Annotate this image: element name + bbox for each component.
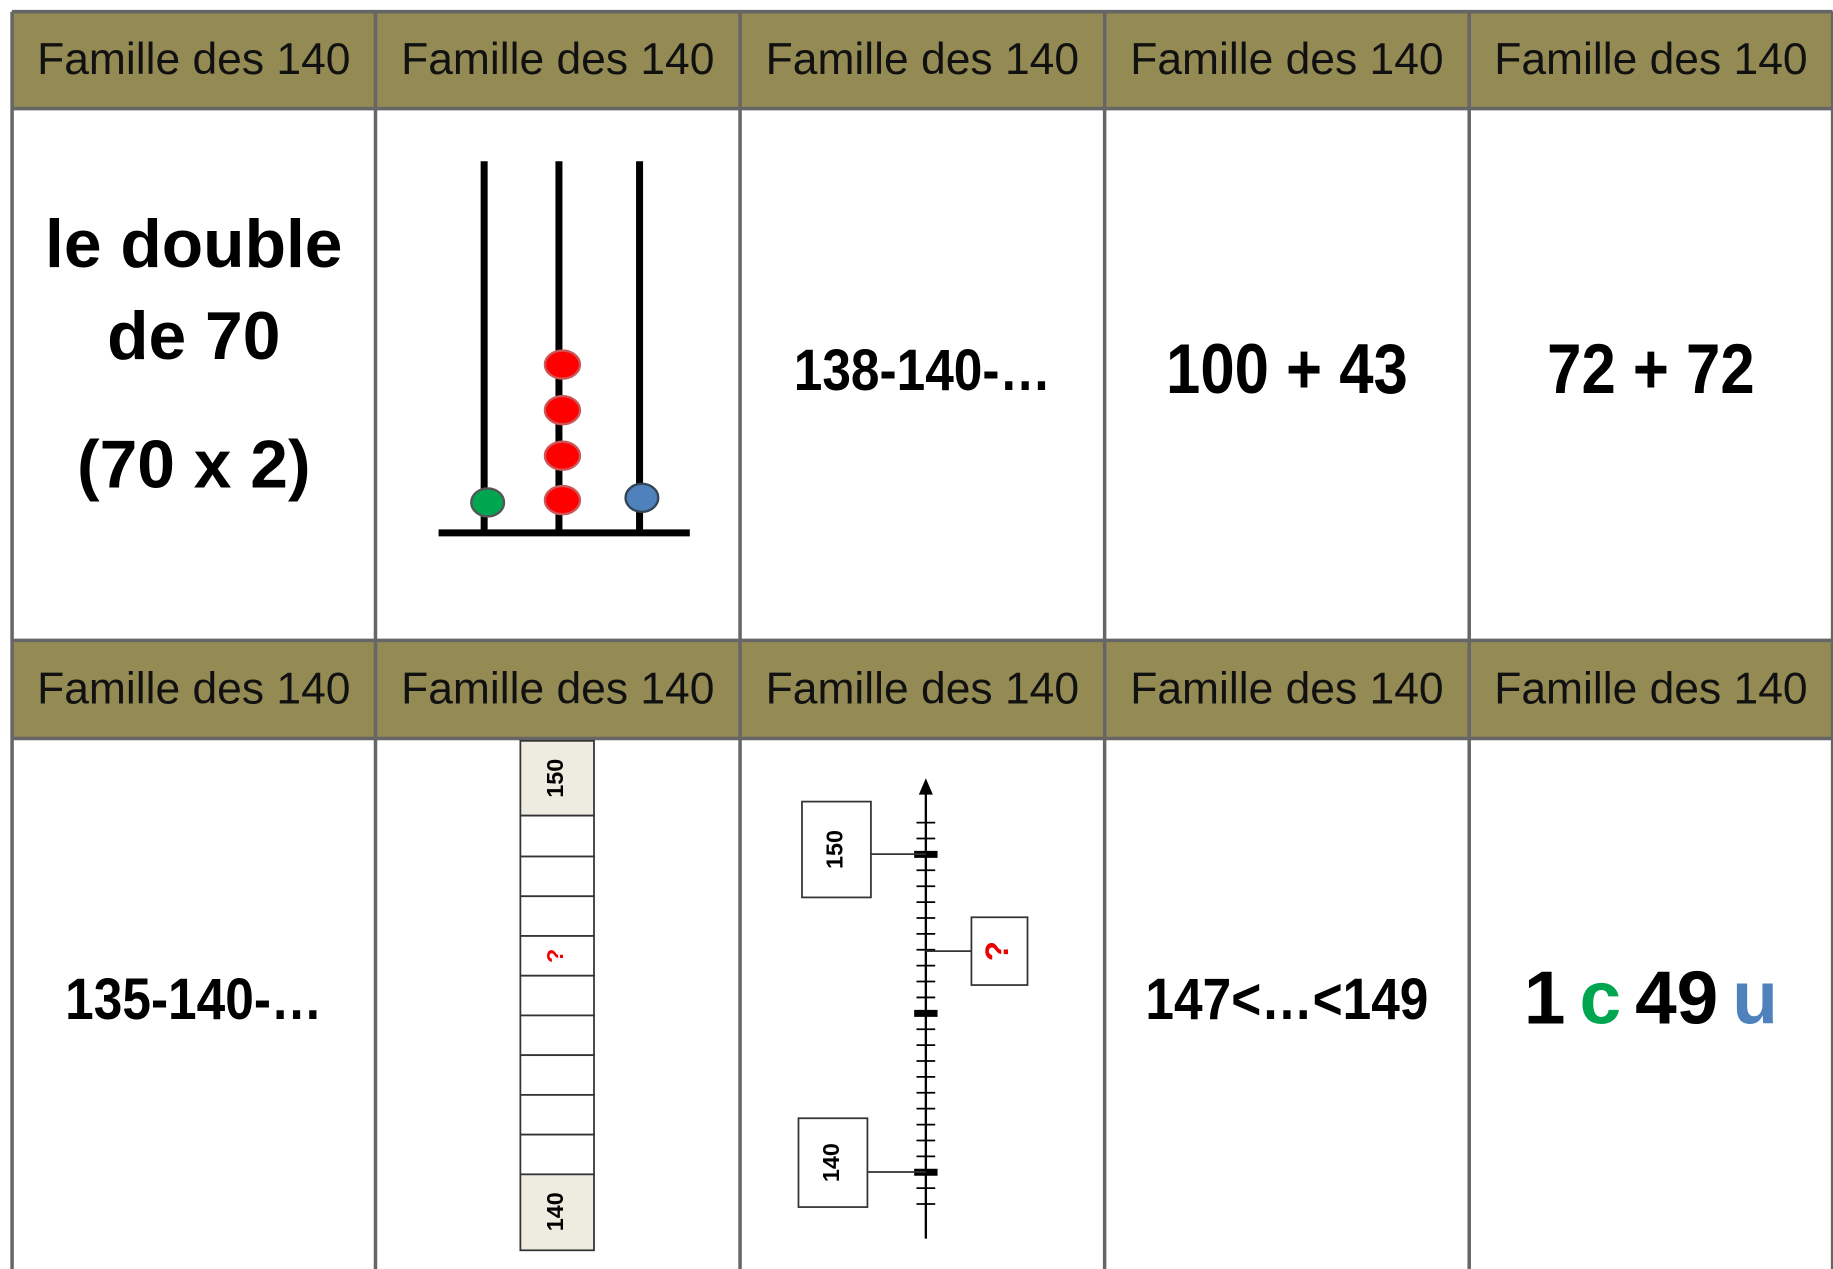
card-text: 1 c 49 u: [1524, 955, 1778, 1039]
strip-label: ?: [542, 949, 568, 963]
card-text: 100 + 43: [1166, 329, 1408, 408]
strip-label: 150: [542, 759, 568, 798]
label-box: [801, 800, 872, 899]
number-part: c: [1579, 955, 1621, 1039]
strip-label: 140: [542, 1192, 568, 1231]
strip-cell: [519, 1094, 595, 1136]
card-header: Famille des 140: [1130, 35, 1443, 84]
line-label: ?: [978, 941, 1015, 961]
number-part: 1: [1524, 955, 1566, 1039]
card-header: Famille des 140: [401, 664, 714, 713]
strip-cell: [519, 814, 595, 858]
header-band: [12, 11, 1833, 109]
strip-cell: [519, 974, 595, 1017]
line-label: 150: [822, 830, 848, 869]
strip-cell: [519, 935, 595, 977]
axis-arrow: [918, 778, 933, 795]
card-line: (70 x 2): [77, 428, 311, 503]
bead: [543, 484, 582, 516]
card-header: Famille des 140: [37, 35, 350, 84]
card-text: 135-140-…: [65, 966, 322, 1032]
header-band: [12, 640, 1833, 739]
card-text: 72 + 72: [1547, 329, 1754, 408]
strip-cell: [519, 1133, 595, 1176]
bead: [543, 394, 582, 426]
bead: [470, 487, 506, 518]
label-box: [970, 916, 1029, 986]
strip-cell: [519, 895, 595, 937]
number-part: 49: [1635, 955, 1718, 1039]
card-header: Famille des 140: [766, 664, 1079, 713]
card-header: Famille des 140: [1130, 664, 1443, 713]
card-text: 147<…<149: [1145, 966, 1428, 1032]
strip-cell: [519, 1173, 595, 1252]
card-line: le double: [45, 207, 342, 282]
card-header: Famille des 140: [1494, 664, 1807, 713]
card-header: Famille des 140: [401, 35, 714, 84]
card-header: Famille des 140: [37, 664, 350, 713]
strip-cell: [519, 1054, 595, 1096]
strip-cell: [519, 855, 595, 898]
strip-cell: [519, 739, 595, 817]
label-box: [797, 1117, 869, 1208]
card-header: Famille des 140: [766, 35, 1079, 84]
card-text: 138-140-…: [794, 337, 1051, 403]
card-header: Famille des 140: [1494, 35, 1807, 84]
bead: [624, 482, 660, 513]
strip-cell: [519, 1014, 595, 1057]
card-line: de 70: [107, 299, 280, 374]
number-part: u: [1732, 955, 1778, 1039]
line-label: 140: [818, 1143, 844, 1182]
bead: [543, 440, 582, 471]
bead: [543, 349, 582, 380]
